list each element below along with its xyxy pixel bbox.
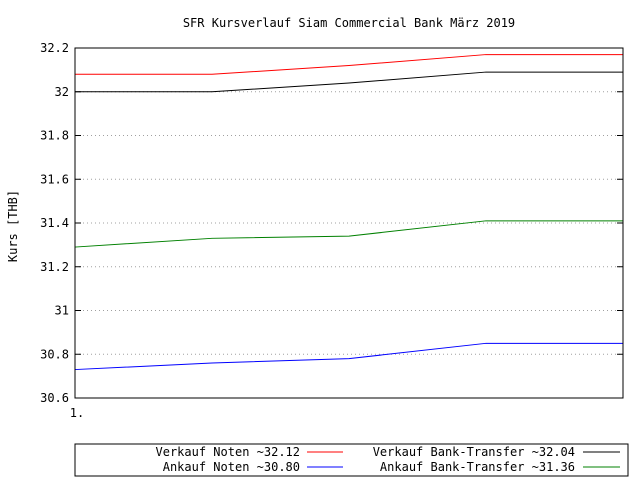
series-lines [74,54,623,371]
y-tick-label: 30.8 [40,347,69,361]
y-tick-label: 31.8 [40,129,69,143]
legend-frame [74,443,629,477]
legend-label-4: Ankauf Bank-Transfer ~31.36 [380,460,575,474]
x-tick-label: 1. [70,406,84,420]
y-tick-label: 31.2 [40,260,69,274]
legend: Verkauf Noten ~32.12 Verkauf Bank-Transfe… [74,443,629,477]
series-line-1 [75,54,623,75]
chart-title: SFR Kursverlauf Siam Commercial Bank Mär… [183,16,515,30]
legend-label-3: Ankauf Noten ~30.80 [163,460,300,474]
axis-ticks: 32.2 32 31.8 31.6 31.4 31.2 31 30.8 30.61. [40,41,623,420]
y-tick-label: 31 [55,304,69,318]
y-tick-label: 32.2 [40,41,69,55]
series-line-2 [75,71,623,93]
plot-area-frame [74,47,624,399]
legend-label-2: Verkauf Bank-Transfer ~32.04 [373,445,575,459]
y-axis-label: Kurs [THB] [6,190,20,262]
series-line-3 [74,342,623,371]
grid-lines [75,91,623,355]
legend-label-1: Verkauf Noten ~32.12 [156,445,301,459]
y-tick-label: 30.6 [40,391,69,405]
y-tick-label: 31.4 [40,216,69,230]
y-tick-label: 31.6 [40,172,69,186]
y-tick-label: 32 [55,85,69,99]
series-line-4 [74,220,623,248]
